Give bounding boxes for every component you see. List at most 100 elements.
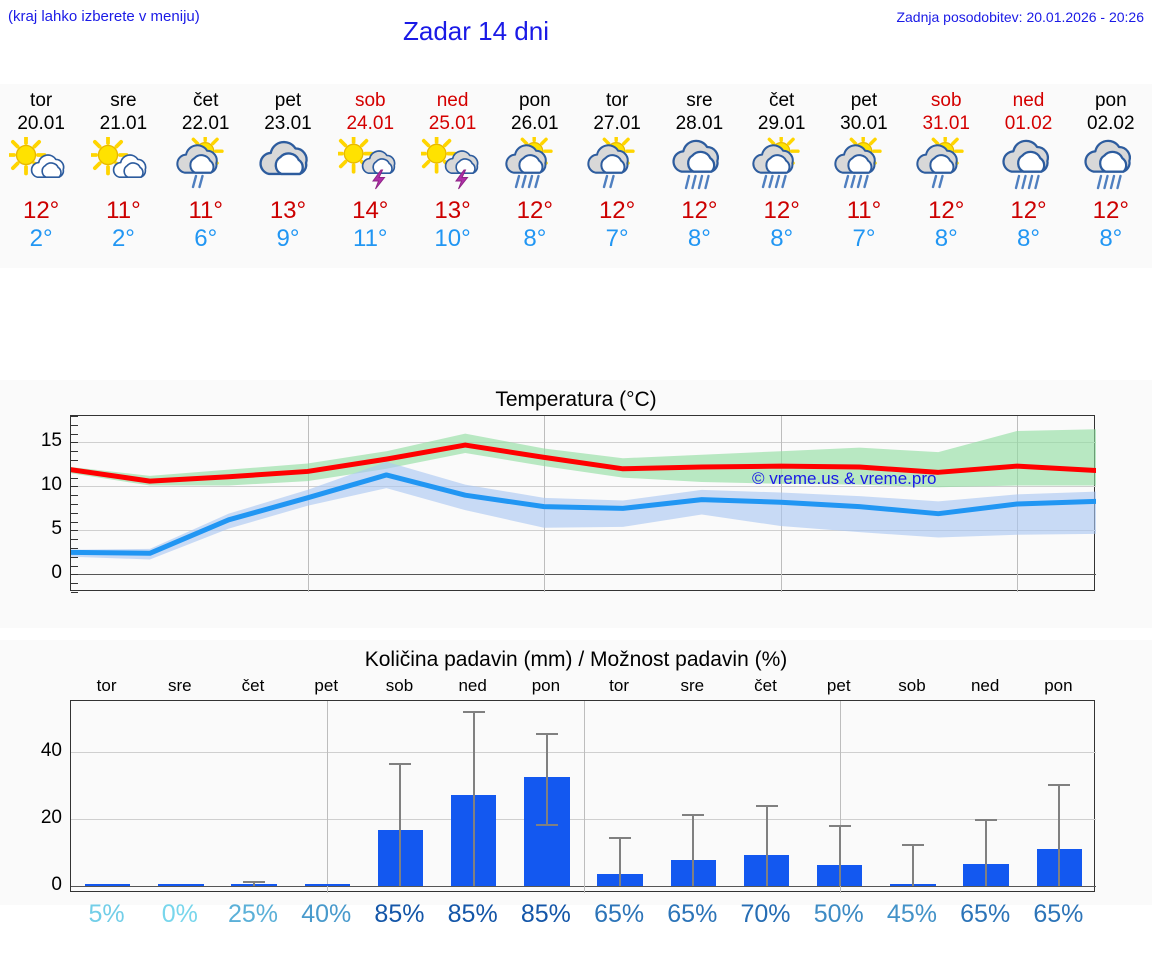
day-date: 21.01: [99, 113, 148, 134]
y-axis-minor-tick: [71, 495, 78, 497]
day-name: čet: [193, 90, 219, 111]
day-temp-max: 11°: [846, 197, 882, 224]
day-temp-min: 2°: [29, 225, 53, 252]
day-name: pon: [518, 90, 551, 111]
error-bar-cap: [975, 818, 998, 821]
day-temp-min: 7°: [852, 225, 876, 252]
day-column[interactable]: pon 02.02 12° 8°: [1070, 84, 1152, 268]
day-name: ned: [1012, 90, 1045, 111]
daily-forecast-strip: tor 20.01 12° 2° sre 21.01 11° 2° čet 22.01 11°…: [0, 84, 1152, 268]
precipitation-probability-label: 65%: [594, 900, 645, 928]
error-bar-cap: [535, 823, 558, 826]
day-temp-min: 8°: [687, 225, 711, 252]
day-column[interactable]: čet 29.01 12° 8°: [741, 84, 823, 268]
day-column[interactable]: pet 23.01 13° 9°: [247, 84, 329, 268]
y-axis-tick-label: 0: [51, 874, 62, 896]
error-bar: [399, 763, 402, 887]
x-axis-tick-label: sob: [898, 676, 926, 695]
day-date: 24.01: [346, 113, 395, 134]
day-temp-min: 6°: [194, 225, 218, 252]
y-gridline: [71, 530, 1096, 532]
day-column[interactable]: pon 26.01 12° 8°: [494, 84, 576, 268]
x-axis-tick-label: tor: [96, 676, 117, 695]
y-gridline: [71, 486, 1096, 488]
precipitation-plot-area: [70, 700, 1096, 893]
day-column[interactable]: čet 22.01 11° 6°: [165, 84, 247, 268]
precipitation-probability-label: 45%: [886, 900, 937, 928]
sun-cloud-icon: [91, 137, 155, 195]
day-temp-min: 7°: [605, 225, 629, 252]
day-name: tor: [30, 90, 53, 111]
day-temp-min: 9°: [276, 225, 300, 252]
error-bar-cap: [243, 881, 266, 884]
y-axis-minor-tick: [71, 504, 78, 505]
x-axis-tick-label: sre: [167, 676, 192, 695]
day-column[interactable]: sre 28.01 12° 8°: [658, 84, 740, 268]
day-name: čet: [768, 90, 795, 111]
precipitation-probability-label: 65%: [667, 900, 718, 928]
error-bar: [472, 711, 475, 887]
precipitation-bar[interactable]: [304, 883, 350, 887]
y-gridline: [71, 574, 1096, 576]
day-column[interactable]: sob 31.01 12° 8°: [905, 84, 987, 268]
error-bar: [619, 837, 622, 887]
y-axis-tick-label: 15: [40, 430, 62, 452]
day-temp-max: 12°: [598, 197, 636, 224]
menu-hint: (kraj lahko izberete v meniju): [8, 8, 200, 25]
y-axis-tick-label: 40: [40, 739, 62, 761]
day-column[interactable]: pet 30.01 11° 7°: [823, 84, 905, 268]
precipitation-bar[interactable]: [84, 883, 131, 887]
day-temp-max: 12°: [1092, 197, 1129, 224]
day-temp-max: 12°: [1010, 197, 1047, 224]
last-updated: Zadnja posodobitev: 20.01.2026 - 20:26: [896, 9, 1144, 25]
temperature-chart-panel: Temperatura (°C) © vreme.us & vreme.pro …: [0, 380, 1152, 628]
day-temp-max: 14°: [352, 197, 389, 224]
x-axis-tick-label: pon: [1044, 676, 1073, 695]
day-column[interactable]: ned 01.02 12° 8°: [987, 84, 1069, 268]
y-axis-minor-tick: [71, 592, 78, 593]
day-column[interactable]: tor 27.01 12° 7°: [576, 84, 658, 268]
error-bar-cap: [901, 843, 924, 846]
x-axis-tick-label: pet: [826, 676, 851, 695]
x-axis-tick-label: sob: [385, 676, 414, 695]
precipitation-bar[interactable]: [158, 883, 204, 887]
temperature-series: [71, 429, 1096, 560]
precipitation-probability-label: 70%: [740, 900, 791, 928]
x-gridline: [583, 701, 585, 893]
y-axis-minor-tick: [71, 539, 78, 541]
day-temp-max: 11°: [188, 197, 223, 224]
day-name: sre: [110, 90, 137, 111]
day-name: ned: [436, 90, 469, 111]
day-temp-min: 8°: [934, 225, 958, 252]
day-column[interactable]: sob 24.01 14° 11°: [329, 84, 411, 268]
precipitation-probability-label: 65%: [1033, 900, 1084, 928]
sun-cloud-thunder-icon: [420, 137, 485, 195]
error-bar: [253, 881, 256, 887]
day-column[interactable]: sre 21.01 11° 2°: [82, 84, 164, 268]
error-bar: [911, 843, 914, 887]
precipitation-probability-label: 85%: [520, 900, 571, 928]
day-date: 31.01: [922, 113, 970, 134]
day-column[interactable]: tor 20.01 12° 2°: [0, 84, 82, 268]
x-axis-tick-label: ned: [970, 676, 1000, 695]
error-bar: [692, 813, 695, 887]
y-axis-minor-tick: [71, 433, 78, 435]
day-date: 27.01: [593, 113, 641, 134]
day-date: 22.01: [181, 113, 230, 134]
precipitation-probability-label: 0%: [161, 900, 198, 928]
day-date: 02.02: [1087, 113, 1135, 134]
day-date: 25.01: [428, 113, 477, 134]
day-date: 20.01: [17, 113, 65, 134]
sun-cloud-rain-icon: [832, 137, 896, 195]
day-name: sre: [686, 90, 713, 111]
day-temp-max: 11°: [106, 197, 141, 224]
day-column[interactable]: ned 25.01 13° 10°: [411, 84, 493, 268]
error-bar: [838, 824, 841, 887]
day-name: pon: [1094, 90, 1127, 111]
temperature-plot-area: [70, 415, 1096, 593]
day-name: tor: [606, 90, 629, 111]
y-axis-minor-tick: [71, 486, 78, 488]
day-temp-min: 8°: [523, 225, 547, 252]
y-axis-minor-tick: [71, 442, 78, 444]
page-title: Zadar 14 dni: [403, 16, 549, 46]
